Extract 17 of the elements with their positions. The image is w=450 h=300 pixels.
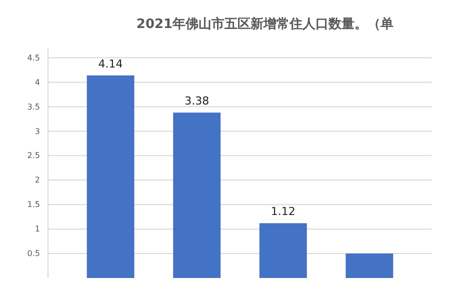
y-tick-label: 1 [34,224,40,234]
data-label: 3.38 [184,94,210,108]
bar [173,112,221,278]
y-tick-label: 4 [34,78,40,87]
y-tick-label: 3.5 [27,102,40,112]
data-label: 1.12 [270,205,296,218]
y-tick-label: 2.5 [27,151,40,160]
y-tick-label: 4.5 [27,53,40,62]
y-tick-label: 2 [34,176,40,185]
bar [346,254,394,278]
bar [259,223,307,278]
y-tick-label: 0.5 [27,249,40,258]
chart-title: 2021年佛山市五区新增常住人口数量。（单 [136,16,394,32]
data-label: 4.14 [98,57,123,70]
y-tick-label: 1.5 [27,200,40,210]
y-tick-label: 3 [34,126,40,136]
bar [86,75,134,278]
